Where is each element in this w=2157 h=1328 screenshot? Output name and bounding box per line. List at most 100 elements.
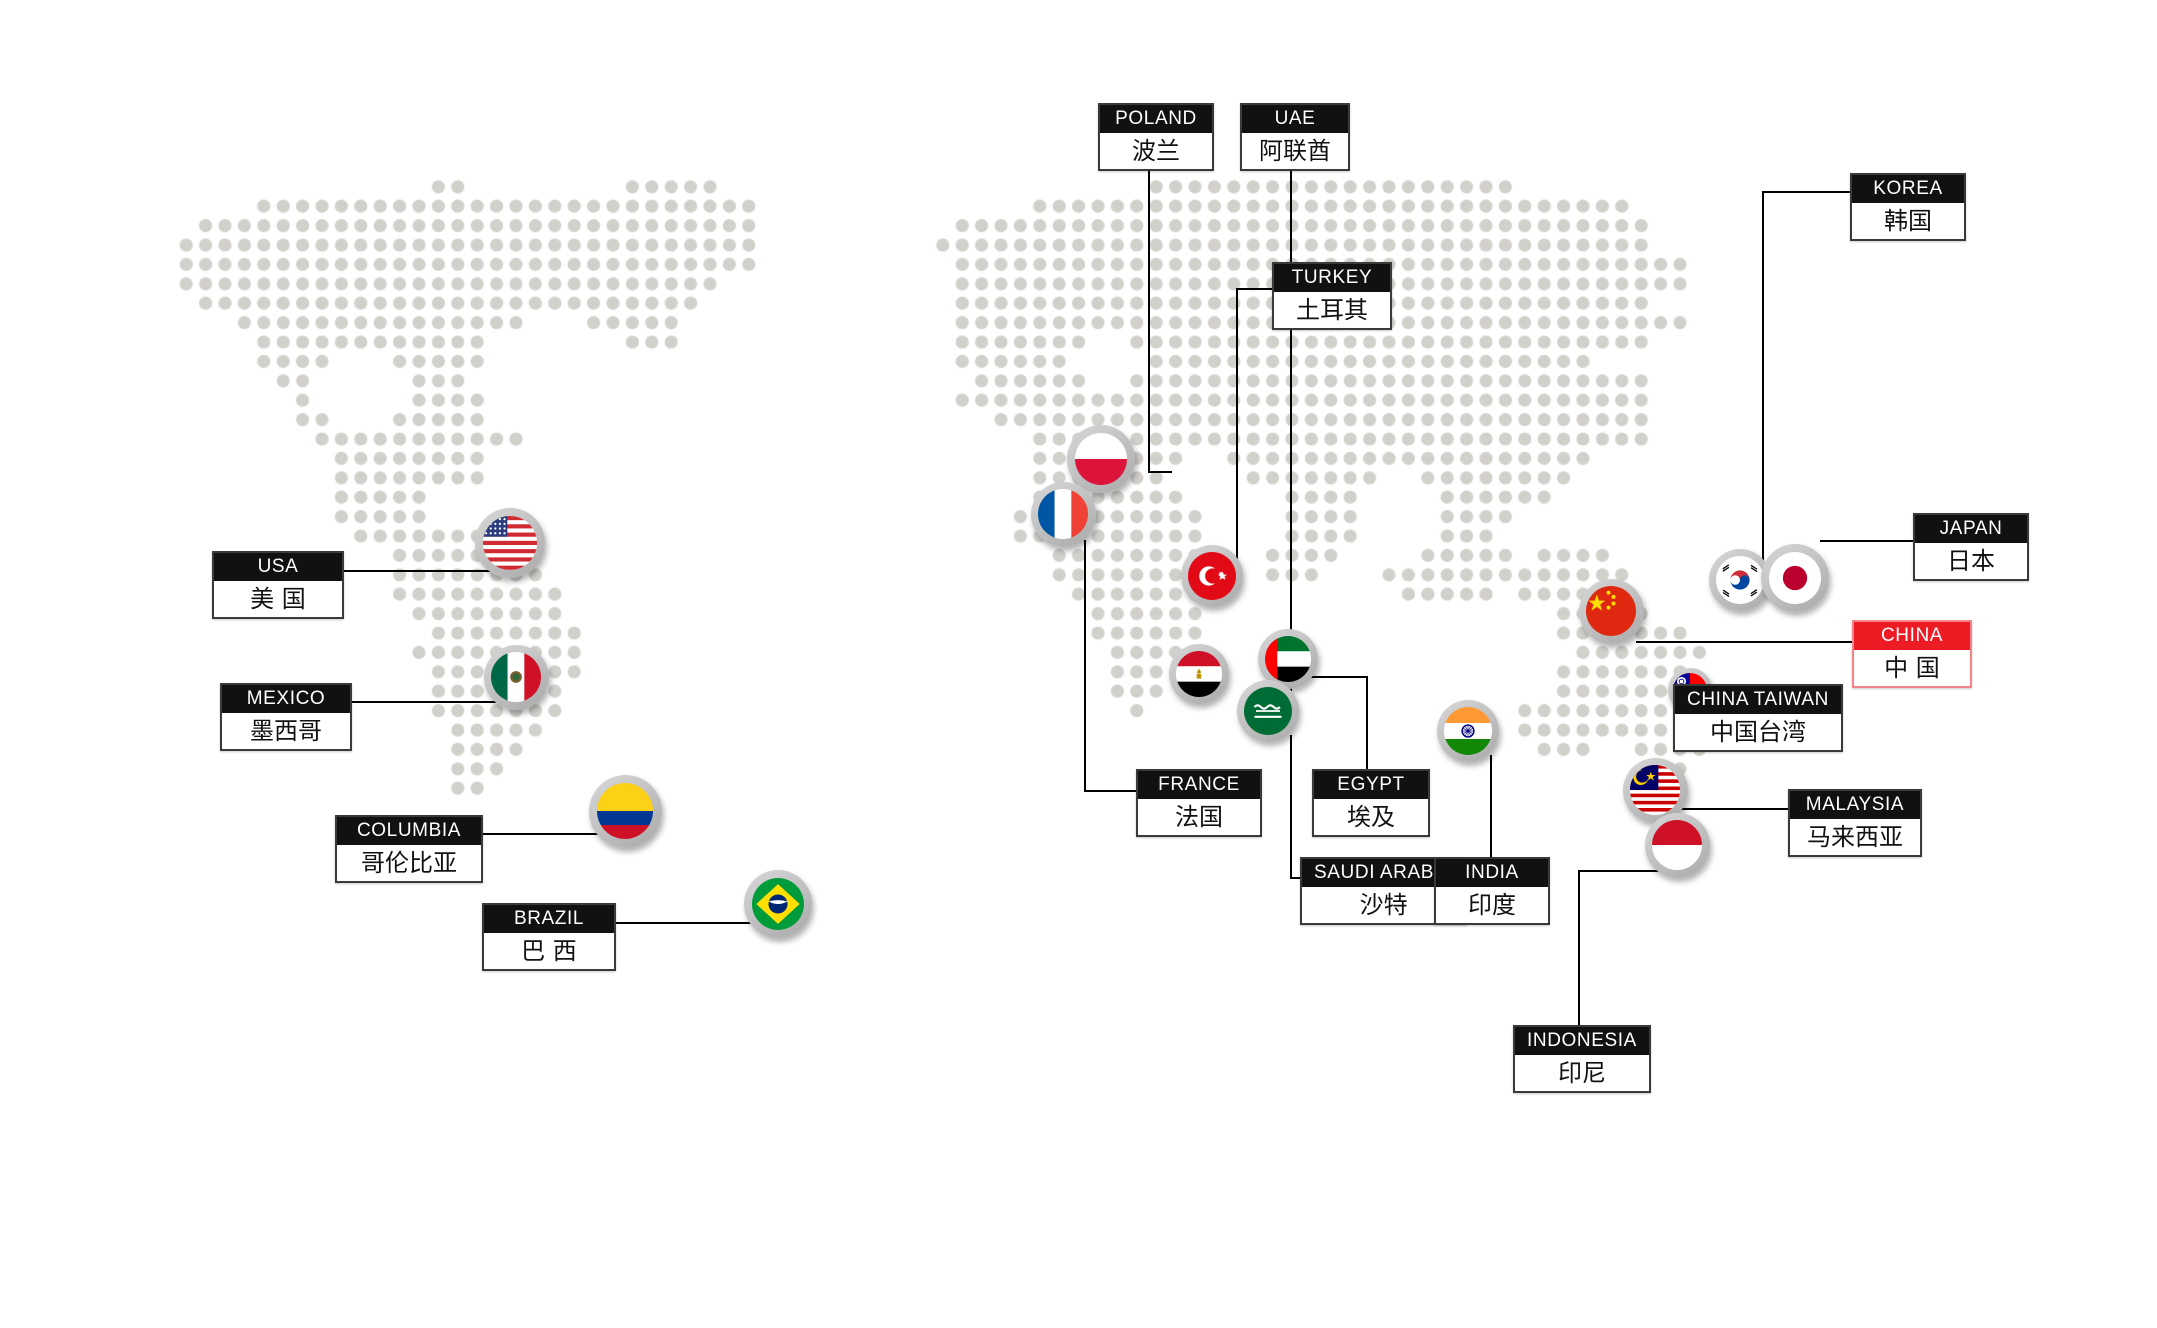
country-label-en-japan: JAPAN	[1915, 515, 2027, 543]
country-label-cn-usa: 美 国	[214, 581, 342, 617]
marker-pin-turkey[interactable]	[1181, 545, 1243, 607]
country-label-turkey[interactable]: TURKEY 土耳其	[1272, 262, 1392, 330]
country-label-en-columbia: COLUMBIA	[337, 817, 481, 845]
marker-pin-usa[interactable]	[475, 508, 545, 578]
marker-pin-japan[interactable]	[1761, 544, 1829, 612]
country-label-cn-mexico: 墨西哥	[222, 713, 350, 749]
poland-flag	[1075, 433, 1127, 485]
connector-mexico-seg-0	[352, 701, 518, 703]
country-label-cn-egypt: 埃及	[1314, 799, 1428, 835]
country-label-cn-turkey: 土耳其	[1274, 292, 1390, 328]
marker-pin-columbia[interactable]	[588, 774, 662, 848]
country-label-uae[interactable]: UAE 阿联酋	[1240, 103, 1350, 171]
country-label-usa[interactable]: USA 美 国	[212, 551, 344, 619]
marker-pin-india[interactable]	[1437, 700, 1499, 762]
korea-flag	[1716, 556, 1764, 604]
marker-pin-uae[interactable]	[1258, 629, 1318, 689]
country-label-brazil[interactable]: BRAZIL 巴 西	[482, 903, 616, 971]
brazil-flag	[752, 878, 804, 930]
connector-indonesia-seg-0	[1578, 870, 1580, 1028]
country-label-japan[interactable]: JAPAN 日本	[1913, 513, 2029, 581]
country-label-cn-india: 印度	[1436, 887, 1548, 923]
country-label-en-brazil: BRAZIL	[484, 905, 614, 933]
country-label-en-india: INDIA	[1436, 859, 1548, 887]
columbia-flag	[597, 783, 653, 839]
japan-flag	[1769, 552, 1821, 604]
connector-china-seg-0	[1636, 641, 1854, 643]
egypt-flag	[1176, 651, 1222, 697]
country-label-en-malaysia: MALAYSIA	[1790, 791, 1920, 819]
indonesia-flag	[1652, 820, 1702, 870]
country-label-en-china: CHINA	[1854, 622, 1970, 650]
country-label-en-poland: POLAND	[1100, 105, 1212, 133]
mexico-flag	[491, 652, 541, 702]
country-label-cn-malaysia: 马来西亚	[1790, 819, 1920, 855]
country-label-cn-indonesia: 印尼	[1515, 1055, 1649, 1091]
marker-pin-saudi-arabia[interactable]	[1237, 680, 1299, 742]
country-label-en-turkey: TURKEY	[1274, 264, 1390, 292]
connector-turkey-seg-0	[1236, 288, 1238, 580]
country-label-cn-korea: 韩国	[1852, 203, 1964, 239]
country-label-cn-brazil: 巴 西	[484, 933, 614, 969]
country-label-egypt[interactable]: EGYPT 埃及	[1312, 769, 1430, 837]
connector-columbia-seg-0	[483, 833, 629, 835]
marker-pin-china[interactable]	[1578, 578, 1644, 644]
connector-malaysia-seg-0	[1680, 808, 1790, 810]
country-label-france[interactable]: FRANCE 法国	[1136, 769, 1262, 837]
connector-egypt-seg-0	[1310, 676, 1368, 678]
marker-pin-brazil[interactable]	[744, 870, 812, 938]
marker-pin-korea[interactable]	[1709, 549, 1771, 611]
connector-saudi-arabia-seg-1	[1290, 877, 1302, 879]
connector-india-seg-0	[1490, 755, 1492, 879]
connector-usa-seg-0	[344, 570, 512, 572]
connector-france-seg-0	[1084, 540, 1086, 790]
country-label-indonesia[interactable]: INDONESIA 印尼	[1513, 1025, 1651, 1093]
country-label-poland[interactable]: POLAND 波兰	[1098, 103, 1214, 171]
saudi-arabia-flag	[1244, 687, 1292, 735]
usa-flag	[483, 516, 537, 570]
turkey-flag	[1188, 552, 1236, 600]
marker-pin-poland[interactable]	[1067, 425, 1135, 493]
country-label-en-france: FRANCE	[1138, 771, 1260, 799]
country-label-en-korea: KOREA	[1852, 175, 1964, 203]
connector-saudi-arabia-seg-0	[1290, 735, 1292, 879]
marker-pin-france[interactable]	[1030, 481, 1096, 547]
connector-france-seg-1	[1084, 790, 1138, 792]
connector-indonesia-seg-1	[1578, 870, 1678, 872]
country-label-korea[interactable]: KOREA 韩国	[1850, 173, 1966, 241]
connector-korea-seg-0	[1762, 191, 1764, 567]
country-label-cn-columbia: 哥伦比亚	[337, 845, 481, 881]
marker-pin-egypt[interactable]	[1169, 644, 1229, 704]
connector-poland-seg-1	[1148, 471, 1172, 473]
country-label-columbia[interactable]: COLUMBIA 哥伦比亚	[335, 815, 483, 883]
uae-flag	[1265, 636, 1311, 682]
country-label-india[interactable]: INDIA 印度	[1434, 857, 1550, 925]
country-label-cn-poland: 波兰	[1100, 133, 1212, 169]
country-label-cn-china-taiwan: 中国台湾	[1675, 714, 1841, 750]
country-label-en-usa: USA	[214, 553, 342, 581]
country-label-cn-france: 法国	[1138, 799, 1260, 835]
connector-brazil-seg-0	[616, 922, 782, 924]
country-label-en-uae: UAE	[1242, 105, 1348, 133]
connector-japan-seg-0	[1820, 540, 1914, 542]
country-label-cn-china: 中 国	[1854, 650, 1970, 686]
country-label-cn-uae: 阿联酋	[1242, 133, 1348, 169]
country-label-malaysia[interactable]: MALAYSIA 马来西亚	[1788, 789, 1922, 857]
country-label-mexico[interactable]: MEXICO 墨西哥	[220, 683, 352, 751]
country-label-en-china-taiwan: CHINA TAIWAN	[1675, 686, 1841, 714]
country-label-en-egypt: EGYPT	[1314, 771, 1428, 799]
connector-uae-seg-0	[1290, 169, 1292, 719]
connector-poland-seg-0	[1148, 169, 1150, 473]
connector-turkey-seg-1	[1236, 288, 1274, 290]
country-label-en-indonesia: INDONESIA	[1515, 1027, 1649, 1055]
marker-pin-mexico[interactable]	[483, 644, 549, 710]
country-label-china-taiwan[interactable]: CHINA TAIWAN 中国台湾	[1673, 684, 1843, 752]
india-flag	[1444, 707, 1492, 755]
country-label-china[interactable]: CHINA 中 国	[1852, 620, 1972, 688]
connector-egypt-seg-1	[1366, 676, 1368, 772]
marker-pin-indonesia[interactable]	[1644, 812, 1710, 878]
malaysia-flag	[1630, 765, 1680, 815]
marker-pin-malaysia[interactable]	[1622, 757, 1688, 823]
